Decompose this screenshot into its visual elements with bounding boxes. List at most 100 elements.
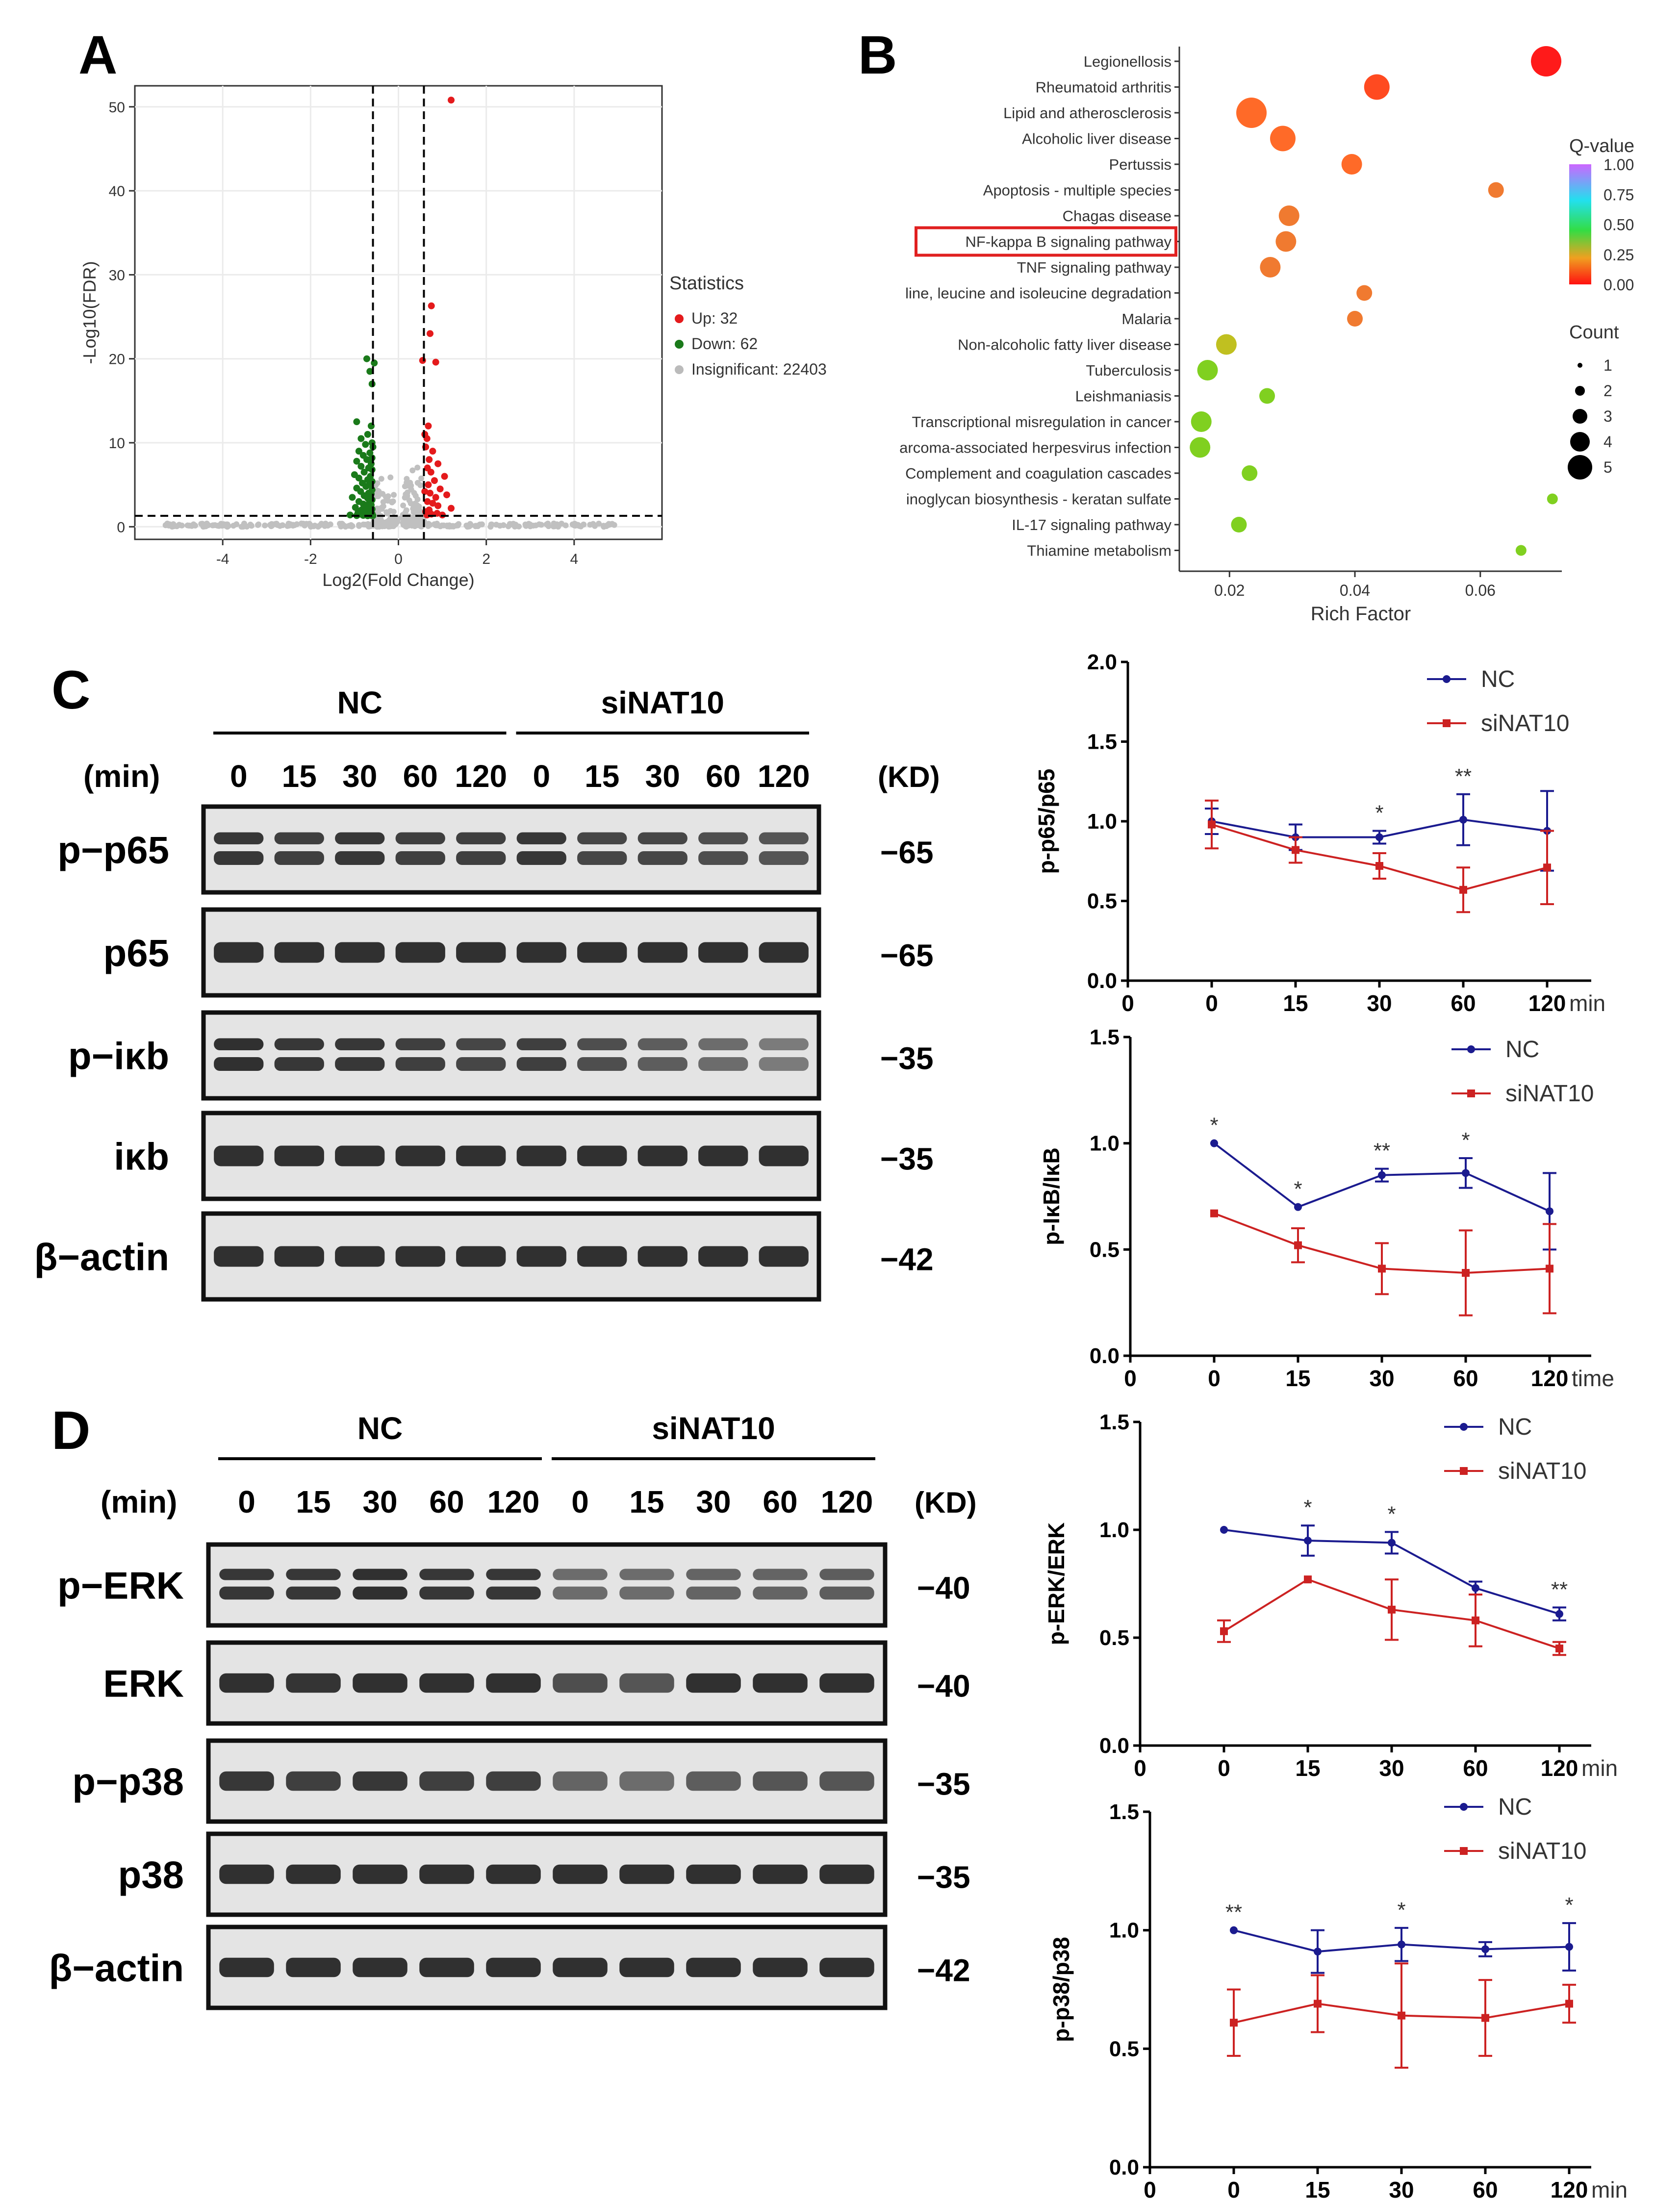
pathway-bubble (1278, 205, 1299, 226)
size-legend-marker (1568, 455, 1592, 480)
insignificant-point (587, 522, 593, 528)
legend-label: Down: 62 (691, 335, 758, 353)
size-legend-marker (1578, 363, 1582, 368)
down-point (362, 483, 370, 490)
insignificant-point (473, 523, 480, 529)
insignificant-point (379, 523, 385, 530)
blot-kd-label: −35 (917, 1860, 970, 1895)
insignificant-point (346, 523, 352, 529)
blot-band (274, 851, 324, 865)
up-point (434, 460, 442, 467)
x-tick-label: 60 (1463, 1755, 1488, 1781)
blot-band (214, 832, 264, 844)
blot-band (759, 942, 809, 963)
insignificant-point (222, 523, 229, 529)
blot-band (353, 1771, 407, 1791)
y-axis-label: p-p38/p38 (1048, 1937, 1074, 2042)
blot-kd-label: −40 (917, 1571, 970, 1606)
data-point (1210, 1139, 1218, 1147)
blot-band (759, 1145, 809, 1166)
insignificant-point (387, 508, 394, 514)
blot-band (274, 942, 324, 963)
blot-band (553, 1957, 608, 1977)
data-point (1462, 1169, 1470, 1177)
size-legend-label: 2 (1604, 382, 1612, 400)
blot-band (419, 1957, 474, 1977)
blot-band (577, 1145, 627, 1166)
insignificant-point (406, 497, 412, 504)
y-axis-label: p-ERK/ERK (1044, 1522, 1069, 1645)
down-point (355, 448, 362, 455)
insignificant-point (376, 488, 382, 495)
blot-band (698, 942, 748, 963)
data-point (1375, 833, 1383, 841)
blot-band (619, 1673, 674, 1693)
data-point (1208, 820, 1216, 829)
up-point (448, 505, 455, 512)
blot-band (819, 1864, 874, 1884)
group-label: siNAT10 (652, 1411, 775, 1446)
blot-band (419, 1586, 474, 1600)
blot-kd-label: −65 (880, 938, 934, 973)
legend-marker (675, 340, 684, 349)
blot-band (486, 1586, 541, 1600)
up-point (425, 422, 432, 430)
lane-label: 0 (571, 1484, 589, 1520)
down-point (355, 474, 362, 481)
insignificant-point (268, 523, 275, 530)
pathway-bubble (1231, 517, 1247, 532)
insignificant-point (403, 523, 409, 529)
insignificant-point (360, 521, 367, 528)
blot-band (286, 1771, 341, 1791)
blot-band (286, 1586, 341, 1600)
colorbar-tick: 0.50 (1604, 216, 1634, 234)
y-axis-label: p-IκB/IκB (1039, 1147, 1064, 1245)
blot-band (419, 1771, 474, 1791)
blot-band (698, 1145, 748, 1166)
insignificant-point (580, 521, 586, 528)
lane-label: 60 (403, 759, 438, 794)
blot-band (456, 1246, 506, 1267)
colorbar-tick: 0.75 (1604, 186, 1634, 203)
pathway-bubble (1259, 388, 1275, 404)
x-tick-label: 0 (1134, 1755, 1146, 1781)
x-unit-label: min (1569, 990, 1605, 1016)
pathway-label: Non-alcoholic fatty liver disease (958, 336, 1171, 354)
x-tick-label: 15 (1295, 1755, 1320, 1781)
insignificant-point (262, 522, 268, 529)
insignificant-point (427, 522, 433, 528)
y-tick-label: 1.0 (1109, 1919, 1139, 1943)
panel-label-d: D (51, 1400, 90, 1461)
down-point (353, 418, 360, 426)
y-tick-label: 0.5 (1090, 1238, 1120, 1262)
x-tick-label: -4 (216, 551, 229, 567)
blot-band (698, 1246, 748, 1267)
blot-band (486, 1771, 541, 1791)
pathway-bubble (1260, 257, 1281, 278)
x-tick-label: 120 (1551, 2177, 1588, 2203)
blot-band (819, 1673, 874, 1693)
y-tick-label: 30 (109, 267, 125, 283)
lane-label: 0 (533, 759, 550, 794)
blot-band (686, 1957, 741, 1977)
insignificant-point (400, 512, 406, 518)
data-point (1472, 1584, 1479, 1592)
blot-band (353, 1569, 407, 1580)
blot-band (637, 1038, 687, 1050)
insignificant-point (164, 520, 171, 527)
x-tick-label: 0.06 (1465, 582, 1496, 599)
insignificant-point (412, 501, 418, 507)
pathway-label: IL-17 signaling pathway (1012, 516, 1171, 533)
blot-band (753, 1586, 808, 1600)
significance-mark: * (1397, 1898, 1405, 1922)
data-point (1481, 2014, 1489, 2022)
insignificant-point (189, 523, 195, 529)
down-point (371, 359, 378, 367)
blot-band (286, 1673, 341, 1693)
insignificant-point (210, 522, 216, 529)
legend-label: Up: 32 (691, 309, 738, 327)
blot-band (686, 1771, 741, 1791)
pathway-bubble (1275, 231, 1297, 252)
blot-band (577, 1038, 627, 1050)
